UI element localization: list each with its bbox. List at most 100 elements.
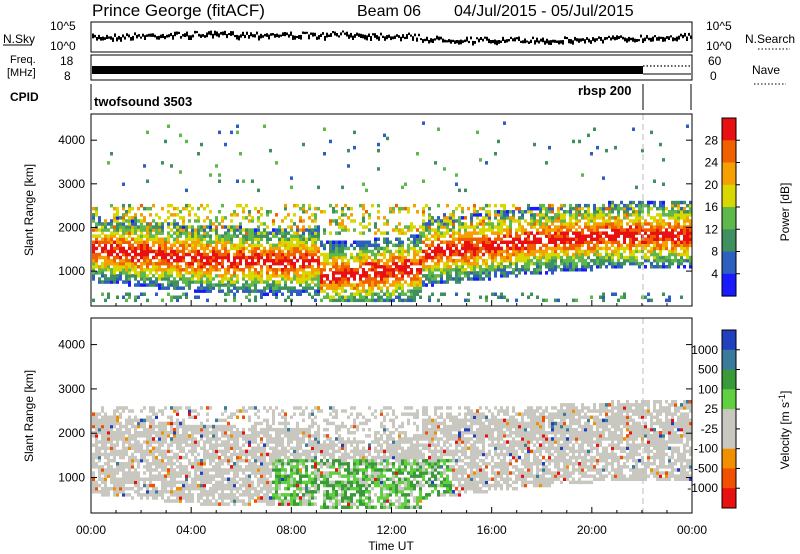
power-cell: [485, 203, 488, 208]
power-cell: [659, 213, 662, 217]
power-cell: [665, 222, 668, 226]
power-cell: [365, 274, 368, 278]
power-cell: [587, 133, 590, 138]
power-cell: [305, 265, 308, 269]
power-cell: [500, 231, 503, 235]
velocity-cell: [161, 496, 164, 500]
power-cell: [635, 231, 638, 235]
power-cell: [395, 274, 398, 278]
power-cell: [251, 179, 254, 183]
power-cell: [248, 261, 251, 266]
power-cell: [266, 213, 269, 217]
power-cell: [179, 255, 182, 260]
velocity-cell: [161, 409, 164, 413]
power-cell: [527, 295, 530, 299]
power-cell: [299, 228, 302, 232]
power-cell: [530, 213, 533, 217]
power-cell: [359, 283, 362, 287]
power-cell: [227, 289, 230, 293]
power-cell: [596, 246, 599, 251]
power-cell: [632, 237, 635, 241]
power-cell: [404, 271, 407, 275]
velocity-cell: [116, 468, 119, 472]
power-cell: [413, 243, 416, 248]
power-cell: [659, 237, 662, 241]
power-cell: [473, 249, 476, 254]
velocity-cell: [113, 493, 116, 497]
power-cell: [131, 268, 134, 272]
nsky-point: [184, 33, 186, 37]
power-cell: [653, 240, 656, 244]
power-cell: [377, 280, 380, 284]
power-cell: [407, 298, 410, 303]
power-cell: [209, 289, 212, 293]
power-cell: [500, 255, 503, 260]
power-cell: [140, 213, 143, 217]
power-cell: [119, 216, 122, 220]
velocity-cell: [122, 486, 125, 491]
power-cell: [422, 225, 425, 229]
power-cell: [260, 268, 263, 272]
power-cell: [239, 258, 242, 263]
velocity-cell: [170, 455, 173, 460]
power-cell: [347, 265, 350, 269]
power-cell: [368, 283, 371, 287]
power-cell: [323, 258, 326, 263]
power-cell: [593, 231, 596, 235]
power-cell: [227, 228, 230, 232]
power-cell: [521, 268, 524, 272]
power-cell: [386, 249, 389, 254]
power-cell: [614, 249, 617, 254]
power-cell: [581, 243, 584, 248]
power-cell: [362, 268, 365, 272]
power-cell: [491, 258, 494, 263]
power-cell: [164, 271, 167, 275]
nsky-point: [564, 36, 566, 39]
power-cell: [119, 271, 122, 275]
power-cell: [386, 243, 389, 248]
power-cell: [242, 234, 245, 238]
velocity-cell: [134, 455, 137, 460]
power-cell: [137, 274, 140, 278]
nsky-point: [430, 38, 432, 43]
power-cell: [365, 249, 368, 254]
power-cell: [329, 240, 332, 244]
velocity-cell: [155, 477, 158, 481]
velocity-cell: [146, 458, 149, 463]
power-cell: [290, 249, 293, 254]
velocity-cell: [146, 446, 149, 450]
power-cell: [602, 292, 605, 296]
power-cell: [545, 228, 548, 232]
power-cell: [248, 219, 251, 223]
nsky-point: [676, 36, 678, 42]
power-cell: [512, 203, 515, 208]
velocity-cell: [203, 424, 206, 429]
nsky-point: [428, 39, 430, 44]
velocity-cell: [95, 480, 98, 485]
power-cell: [437, 225, 440, 229]
velocity-cell: [152, 452, 155, 457]
power-cell: [194, 213, 197, 217]
nsky-point: [434, 38, 436, 41]
velocity-cell: [176, 480, 179, 485]
power-cell: [407, 228, 410, 232]
velocity-cell: [146, 486, 149, 491]
power-cell: [362, 252, 365, 257]
power-cell: [257, 240, 260, 244]
nsky-point: [376, 35, 378, 40]
power-cell: [662, 243, 665, 248]
power-cell: [530, 222, 533, 226]
velocity-cell: [143, 480, 146, 485]
velocity-cell: [107, 458, 110, 463]
power-cell: [272, 283, 275, 287]
nsky-point: [456, 40, 458, 44]
power-cell: [566, 225, 569, 229]
power-cell: [284, 268, 287, 272]
power-cell: [599, 295, 602, 299]
power-cell: [203, 286, 206, 290]
velocity-cell: [107, 471, 110, 475]
power-cell: [227, 258, 230, 263]
velocity-cell: [149, 474, 152, 478]
velocity-cell: [167, 468, 170, 472]
velocity-cell: [179, 421, 182, 426]
